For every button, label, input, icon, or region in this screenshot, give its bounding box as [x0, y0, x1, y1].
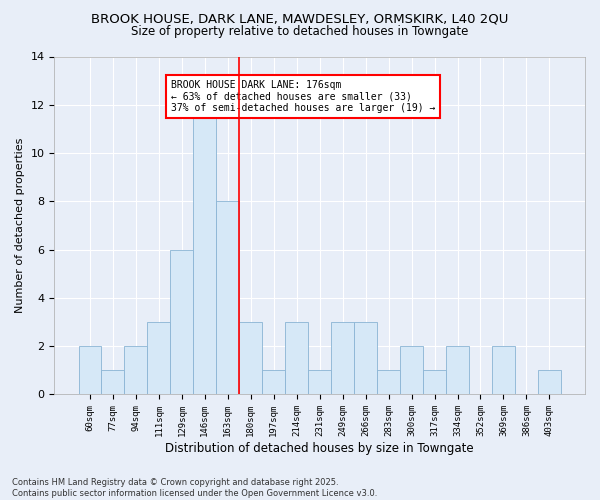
Bar — [101, 370, 124, 394]
Bar — [400, 346, 423, 395]
Bar — [148, 322, 170, 394]
Text: Contains HM Land Registry data © Crown copyright and database right 2025.
Contai: Contains HM Land Registry data © Crown c… — [12, 478, 377, 498]
Bar — [538, 370, 561, 394]
Bar — [217, 202, 239, 394]
Bar — [354, 322, 377, 394]
Y-axis label: Number of detached properties: Number of detached properties — [15, 138, 25, 313]
Text: BROOK HOUSE DARK LANE: 176sqm
← 63% of detached houses are smaller (33)
37% of s: BROOK HOUSE DARK LANE: 176sqm ← 63% of d… — [171, 80, 436, 114]
Bar — [170, 250, 193, 394]
Text: Size of property relative to detached houses in Towngate: Size of property relative to detached ho… — [131, 25, 469, 38]
Bar — [492, 346, 515, 395]
X-axis label: Distribution of detached houses by size in Towngate: Distribution of detached houses by size … — [166, 442, 474, 455]
Bar — [193, 105, 217, 395]
Bar — [285, 322, 308, 394]
Bar — [262, 370, 285, 394]
Bar — [331, 322, 354, 394]
Bar — [377, 370, 400, 394]
Text: BROOK HOUSE, DARK LANE, MAWDESLEY, ORMSKIRK, L40 2QU: BROOK HOUSE, DARK LANE, MAWDESLEY, ORMSK… — [91, 12, 509, 26]
Bar — [423, 370, 446, 394]
Bar — [124, 346, 148, 395]
Bar — [446, 346, 469, 395]
Bar — [308, 370, 331, 394]
Bar — [79, 346, 101, 395]
Bar — [239, 322, 262, 394]
